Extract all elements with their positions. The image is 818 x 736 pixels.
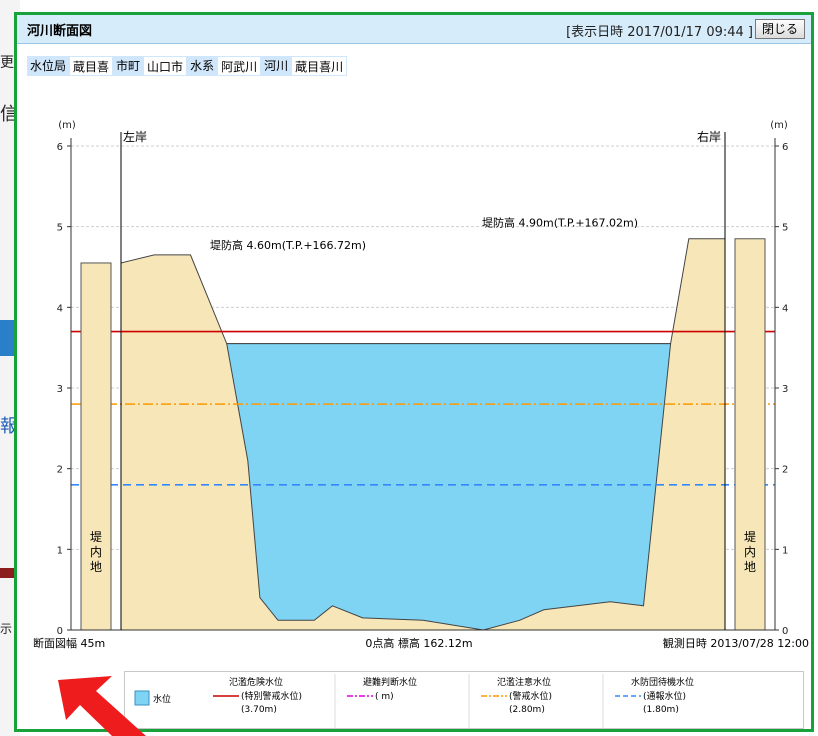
breadcrumb-value-system: 阿武川 — [217, 56, 262, 76]
y-tick-label-right: 5 — [782, 223, 788, 234]
legend-level-sub: (特別警戒水位) — [241, 690, 302, 702]
inland-right-label: 堤 — [744, 530, 756, 544]
y-unit-right: (m) — [770, 120, 788, 131]
background-text-fragment: 示 — [0, 622, 13, 636]
breadcrumb-label-city: 市町 — [113, 56, 144, 76]
y-tick-label-right: 4 — [782, 303, 788, 314]
chart-legend: 水位 氾濫危険水位 (特別警戒水位) (3.70m) 避難判断水位 ( m) 氾濫注意水位 (… — [124, 671, 804, 729]
legend-level-name: 氾濫危険水位 — [229, 676, 283, 688]
zero-point-label: 0点高 標高 162.12m — [365, 636, 472, 650]
ground-cross-section — [120, 238, 726, 631]
legend-level-name: 水防団待機水位 — [631, 676, 694, 688]
legend-level-name: 避難判断水位 — [363, 676, 417, 688]
legend-water-swatch — [134, 690, 150, 706]
display-timestamp: [表示日時 2017/01/17 09:44 ] — [566, 25, 753, 40]
inland-left-label: 地 — [90, 560, 102, 574]
y-tick-label-left: 4 — [57, 303, 63, 314]
inland-right-label: 地 — [744, 560, 756, 574]
close-button[interactable]: 閉じる — [754, 19, 805, 39]
legend-level-name: 氾濫注意水位 — [497, 676, 551, 688]
legend-level-value: (3.70m) — [241, 705, 277, 715]
levee-height-right: 堤防高 4.90m(T.P.+167.02m) — [482, 216, 638, 230]
breadcrumb-value-station: 蔵目喜 — [69, 56, 114, 76]
legend-level-sub: (警戒水位) — [509, 690, 552, 702]
breadcrumb-label-river: 河川 — [261, 56, 292, 76]
y-tick-label-left: 2 — [57, 465, 63, 476]
y-tick-label-left: 6 — [57, 142, 63, 153]
background-bar — [0, 568, 16, 578]
y-unit-left: (m) — [58, 120, 76, 131]
background-text-fragment: 更 — [0, 55, 14, 71]
y-tick-label-left: 3 — [57, 384, 63, 395]
breadcrumb-label-system: 水系 — [187, 56, 218, 76]
y-tick-label-right: 0 — [782, 626, 788, 637]
legend-level-value: (2.80m) — [509, 705, 545, 715]
background-text-fragment: 信 — [0, 104, 18, 125]
inland-left-label: 内 — [90, 545, 102, 559]
y-tick-label-left: 0 — [57, 626, 63, 637]
water-area — [226, 343, 671, 630]
y-tick-label-left: 5 — [57, 223, 63, 234]
inland-left-block — [80, 262, 112, 631]
inland-right-label: 内 — [744, 545, 756, 559]
y-tick-label-right: 2 — [782, 465, 788, 476]
breadcrumb-label-station: 水位局 — [27, 56, 70, 76]
bank-label-left: 左岸 — [123, 129, 147, 144]
legend-level-value: ( m) — [375, 692, 394, 702]
legend-water-label: 水位 — [153, 693, 171, 705]
river-cross-section-popup: 河川断面図 [表示日時 2017/01/17 09:44 ] 閉じる 水位局 蔵… — [14, 12, 814, 732]
breadcrumb-value-city: 山口市 — [143, 56, 188, 76]
observed-time-label: 観測日時 2013/07/28 12:00 — [663, 636, 809, 650]
station-breadcrumb: 水位局 蔵目喜 市町 山口市 水系 阿武川 河川 蔵目喜川 — [27, 56, 348, 76]
y-tick-label-right: 1 — [782, 545, 788, 556]
background-bar — [0, 320, 16, 356]
inland-left-label: 堤 — [90, 530, 102, 544]
breadcrumb-value-river: 蔵目喜川 — [291, 56, 348, 76]
popup-titlebar: 河川断面図 [表示日時 2017/01/17 09:44 ] 閉じる — [17, 15, 811, 44]
inland-right-block — [734, 238, 766, 631]
levee-height-left: 堤防高 4.60m(T.P.+166.72m) — [210, 238, 366, 252]
legend-level-value: (1.80m) — [643, 705, 679, 715]
y-tick-label-right: 6 — [782, 142, 788, 153]
background-text-fragment: 報 — [0, 416, 18, 437]
y-tick-label-right: 3 — [782, 384, 788, 395]
bank-label-right: 右岸 — [697, 129, 721, 144]
section-width-label: 断面図幅 45m — [33, 636, 105, 650]
legend-level-sub: (通報水位) — [643, 690, 686, 702]
popup-title: 河川断面図 — [27, 24, 93, 39]
y-tick-label-left: 1 — [57, 545, 63, 556]
